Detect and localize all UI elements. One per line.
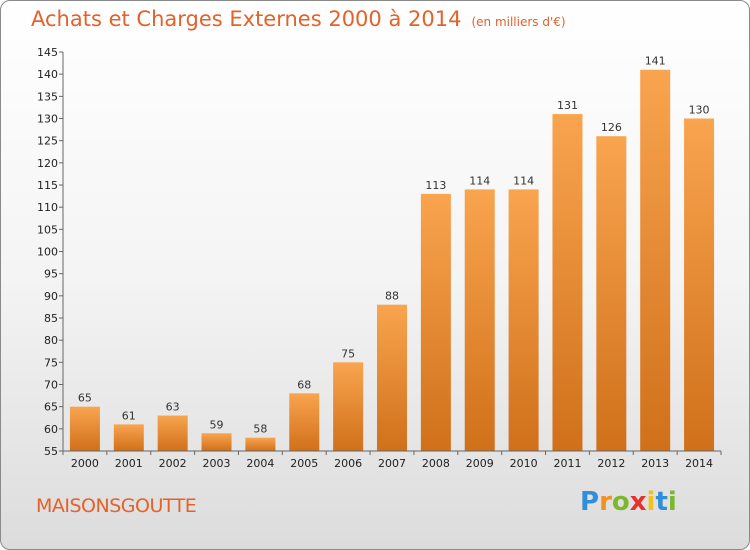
bar-2001 (113, 424, 144, 451)
x-tick-label-2005: 2005 (290, 457, 318, 470)
logo-letter-2: o (611, 487, 630, 517)
y-tick-label-90: 90 (44, 290, 58, 303)
value-label-2014: 130 (689, 104, 710, 117)
x-tick-label-2004: 2004 (246, 457, 274, 470)
x-tick-label-2002: 2002 (159, 457, 187, 470)
bar-2010 (508, 189, 539, 451)
value-label-2004: 58 (253, 423, 267, 436)
bar-2008 (420, 193, 451, 451)
y-tick-label-65: 65 (44, 401, 58, 414)
x-tick-label-2010: 2010 (510, 457, 538, 470)
y-tick-label-85: 85 (44, 312, 58, 325)
x-tick-label-2012: 2012 (597, 457, 625, 470)
logo-letter-3: x (629, 487, 647, 517)
y-tick-label-75: 75 (44, 356, 58, 369)
x-tick-label-2014: 2014 (685, 457, 713, 470)
y-tick-label-140: 140 (37, 68, 58, 81)
value-label-2013: 141 (645, 55, 666, 68)
proxiti-logo: Proxiti (580, 487, 677, 517)
bar-2011 (552, 114, 583, 452)
y-tick-label-60: 60 (44, 423, 58, 436)
x-tick-label-2001: 2001 (115, 457, 143, 470)
logo-letter-5: t (655, 487, 668, 517)
value-label-2010: 114 (513, 174, 534, 187)
bar-2014 (684, 118, 715, 451)
bar-2012 (596, 136, 627, 451)
value-label-2011: 131 (557, 99, 578, 112)
y-tick-label-55: 55 (44, 445, 58, 458)
x-tick-label-2009: 2009 (466, 457, 494, 470)
y-tick-label-145: 145 (37, 46, 58, 59)
y-tick-label-105: 105 (37, 223, 58, 236)
logo-letter-6: i (667, 487, 677, 517)
logo-letter-0: P (580, 487, 600, 517)
bar-2005 (289, 393, 320, 451)
value-label-2000: 65 (78, 392, 92, 405)
bar-2006 (333, 362, 364, 451)
value-label-2007: 88 (385, 290, 399, 303)
bar-2009 (464, 189, 495, 451)
value-label-2009: 114 (469, 174, 490, 187)
y-tick-label-95: 95 (44, 268, 58, 281)
value-label-2003: 59 (210, 418, 224, 431)
value-label-2001: 61 (122, 409, 136, 422)
y-tick-label-135: 135 (37, 90, 58, 103)
y-tick-label-110: 110 (37, 201, 58, 214)
axes-group: 55 60 65 70 75 80 85 90 95 100 105 110 115 120 125 130 1… (37, 46, 722, 470)
value-label-2008: 113 (425, 179, 446, 192)
y-tick-label-80: 80 (44, 334, 58, 347)
logo-letter-1: r (599, 487, 612, 517)
x-tick-label-2000: 2000 (71, 457, 99, 470)
value-label-2012: 126 (601, 121, 622, 134)
town-name: MAISONSGOUTTE (36, 495, 197, 517)
bar-2000 (69, 406, 100, 451)
bars-group: 65 61 63 59 58 68 75 88 113 114 114 131 126 141 130 (69, 55, 715, 452)
chart-subtitle: (en milliers d'€) (471, 15, 566, 29)
value-label-2006: 75 (341, 347, 355, 360)
chart-title-text: Achats et Charges Externes 2000 à 2014 (31, 7, 462, 31)
x-tick-label-2013: 2013 (641, 457, 669, 470)
logo-letter-4: i (646, 487, 656, 517)
bar-2013 (640, 69, 671, 451)
y-tick-label-130: 130 (37, 113, 58, 126)
y-tick-label-70: 70 (44, 379, 58, 392)
y-tick-label-120: 120 (37, 157, 58, 170)
y-tick-label-125: 125 (37, 135, 58, 148)
x-tick-label-2007: 2007 (378, 457, 406, 470)
y-tick-label-100: 100 (37, 246, 58, 259)
chart-title: Achats et Charges Externes 2000 à 2014 (e… (31, 7, 566, 31)
bar-2003 (201, 433, 232, 451)
x-tick-label-2011: 2011 (553, 457, 581, 470)
bar-2007 (377, 304, 407, 451)
x-tick-label-2006: 2006 (334, 457, 362, 470)
y-tick-label-115: 115 (37, 179, 58, 192)
x-tick-label-2003: 2003 (203, 457, 231, 470)
value-label-2005: 68 (297, 378, 311, 391)
bar-2002 (157, 415, 188, 451)
bar-2004 (245, 437, 276, 451)
x-tick-label-2008: 2008 (422, 457, 450, 470)
value-label-2002: 63 (166, 401, 180, 414)
